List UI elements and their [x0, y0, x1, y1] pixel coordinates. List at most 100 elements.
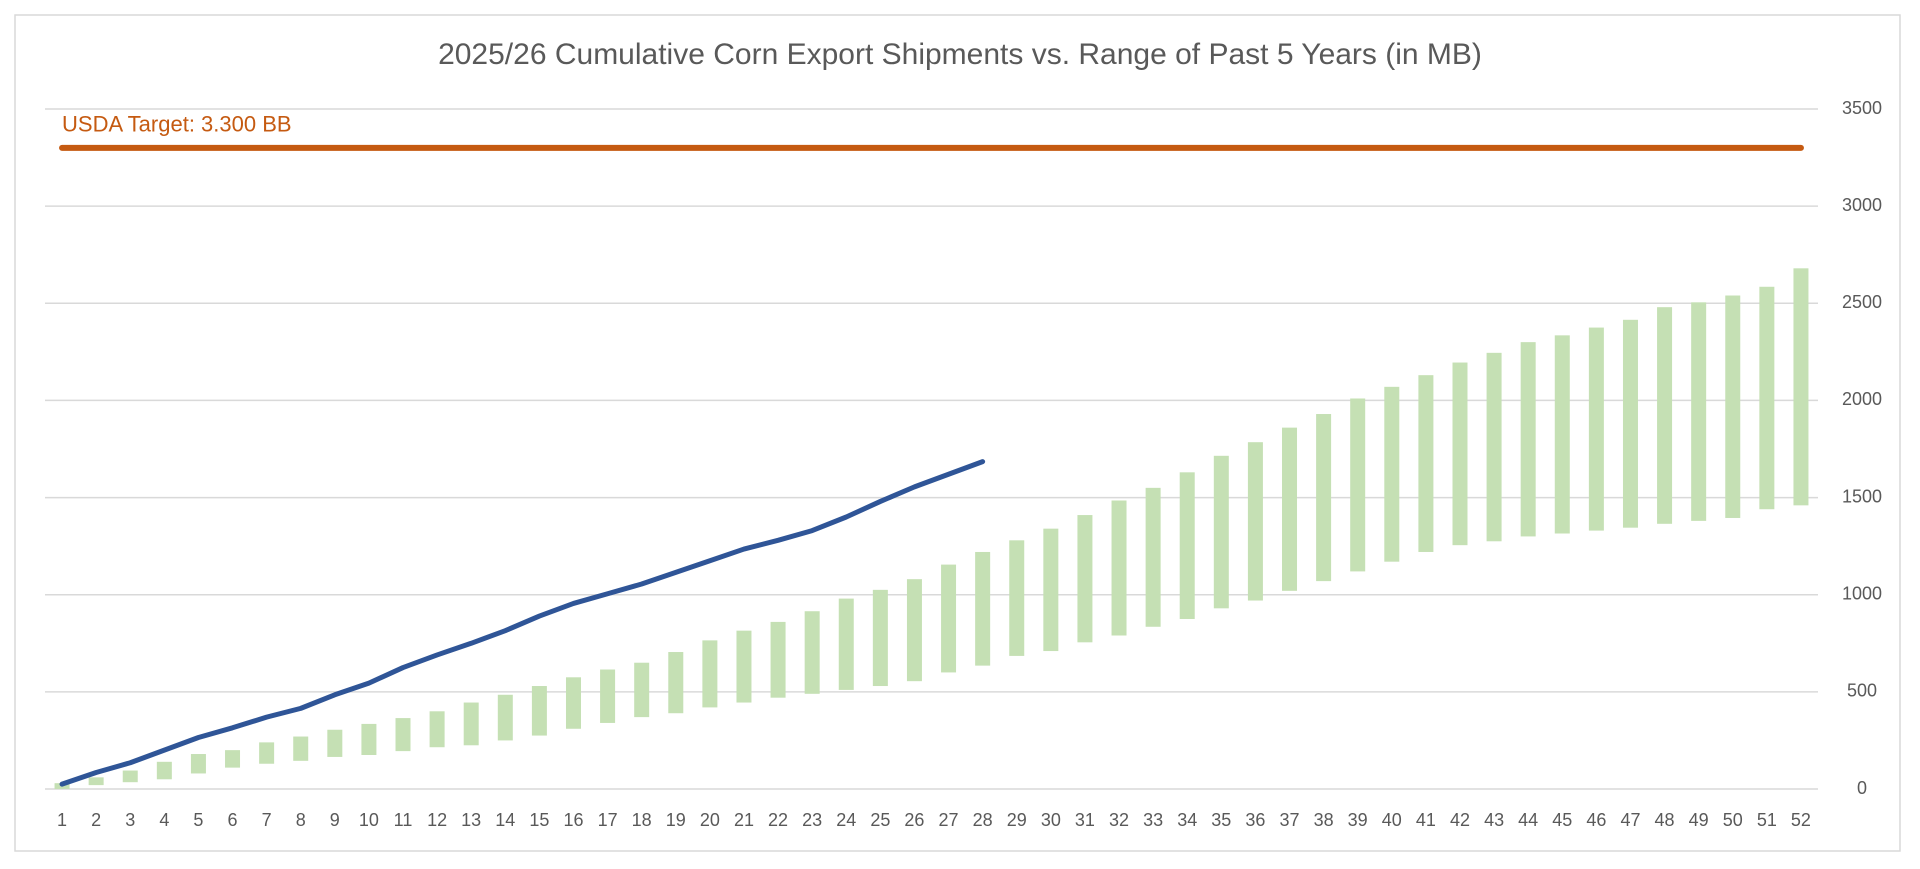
range-bar — [906, 579, 922, 682]
x-tick-label: 4 — [159, 810, 169, 830]
range-bar — [1520, 342, 1536, 537]
range-bar — [736, 630, 752, 703]
x-tick-label: 26 — [904, 810, 924, 830]
chart-title: 2025/26 Cumulative Corn Export Shipments… — [438, 38, 1482, 71]
range-bar — [395, 718, 411, 752]
x-tick-label: 20 — [700, 810, 720, 830]
range-bar — [1622, 319, 1638, 528]
x-tick-label: 14 — [495, 810, 515, 830]
range-bar — [1145, 487, 1161, 627]
range-bar — [122, 770, 138, 783]
range-bar — [600, 669, 616, 723]
x-tick-label: 6 — [228, 810, 238, 830]
x-tick-label: 29 — [1007, 810, 1027, 830]
y-tick-label: 1500 — [1842, 486, 1882, 506]
x-tick-label: 39 — [1348, 810, 1368, 830]
x-tick-label: 9 — [330, 810, 340, 830]
x-tick-label: 28 — [973, 810, 993, 830]
range-bar — [1009, 540, 1025, 656]
range-bar — [1554, 335, 1570, 534]
range-bar — [872, 589, 888, 687]
x-tick-label: 7 — [262, 810, 272, 830]
x-tick-label: 40 — [1382, 810, 1402, 830]
x-tick-label: 12 — [427, 810, 447, 830]
x-tick-label: 36 — [1245, 810, 1265, 830]
range-bar — [429, 711, 445, 748]
x-tick-label: 8 — [296, 810, 306, 830]
x-tick-label: 31 — [1075, 810, 1095, 830]
range-bar — [361, 723, 377, 755]
range-bar — [1179, 472, 1195, 619]
x-tick-label: 30 — [1041, 810, 1061, 830]
range-bar — [531, 686, 547, 736]
range-bar — [1350, 398, 1366, 572]
x-tick-label: 37 — [1279, 810, 1299, 830]
range-bar — [565, 677, 581, 729]
range-bar — [1486, 352, 1502, 542]
x-tick-label: 19 — [666, 810, 686, 830]
x-tick-label: 51 — [1757, 810, 1777, 830]
range-bar — [1077, 515, 1093, 643]
x-tick-label: 5 — [193, 810, 203, 830]
y-tick-label: 3500 — [1842, 98, 1882, 118]
y-tick-label: 1000 — [1842, 583, 1882, 603]
x-tick-label: 1 — [57, 810, 67, 830]
range-bar — [497, 694, 513, 741]
x-tick-label: 17 — [598, 810, 618, 830]
range-bar — [1759, 286, 1775, 510]
range-bar — [1316, 414, 1332, 582]
range-bar — [156, 761, 172, 780]
x-tick-label: 11 — [394, 810, 413, 830]
x-tick-label: 3 — [125, 810, 135, 830]
x-tick-label: 21 — [734, 810, 754, 830]
y-tick-label: 2500 — [1842, 292, 1882, 312]
range-bar — [1282, 427, 1298, 591]
range-bar — [1452, 362, 1468, 546]
chart-border — [14, 14, 1901, 852]
x-tick-label: 46 — [1586, 810, 1606, 830]
range-bar — [190, 754, 206, 774]
range-bar — [1588, 327, 1604, 531]
x-tick-label: 33 — [1143, 810, 1163, 830]
y-tick-label: 500 — [1847, 681, 1877, 701]
range-bar — [327, 729, 343, 757]
x-tick-label: 16 — [563, 810, 583, 830]
x-tick-label: 41 — [1416, 810, 1436, 830]
x-tick-label: 48 — [1655, 810, 1675, 830]
range-bar — [668, 652, 684, 714]
range-bar — [1043, 528, 1059, 652]
x-tick-label: 42 — [1450, 810, 1470, 830]
range-bar — [225, 750, 241, 768]
y-tick-label: 3000 — [1842, 195, 1882, 215]
range-bar — [293, 736, 309, 761]
x-tick-label: 32 — [1109, 810, 1129, 830]
x-tick-label: 49 — [1689, 810, 1709, 830]
x-tick-label: 18 — [632, 810, 652, 830]
range-bar — [1213, 455, 1229, 609]
x-tick-label: 23 — [802, 810, 822, 830]
range-bar — [634, 662, 650, 718]
range-bar — [975, 551, 991, 666]
x-tick-label: 52 — [1791, 810, 1811, 830]
x-tick-label: 27 — [939, 810, 959, 830]
x-tick-label: 35 — [1211, 810, 1231, 830]
y-tick-label: 2000 — [1842, 389, 1882, 409]
x-tick-label: 45 — [1552, 810, 1572, 830]
x-tick-label: 22 — [768, 810, 788, 830]
x-tick-label: 43 — [1484, 810, 1504, 830]
x-tick-label: 34 — [1177, 810, 1197, 830]
target-label: USDA Target: 3.300 BB — [62, 112, 292, 137]
x-tick-label: 47 — [1620, 810, 1640, 830]
range-bar — [804, 611, 820, 694]
range-bar — [838, 598, 854, 690]
range-bar — [463, 702, 479, 746]
x-tick-label: 10 — [359, 810, 379, 830]
x-tick-label: 38 — [1314, 810, 1334, 830]
line-series — [59, 459, 986, 787]
range-bar — [1247, 442, 1263, 601]
range-bar — [1725, 295, 1741, 518]
range-bar — [88, 777, 104, 786]
x-tick-label: 25 — [870, 810, 890, 830]
x-tick-label: 2 — [91, 810, 101, 830]
